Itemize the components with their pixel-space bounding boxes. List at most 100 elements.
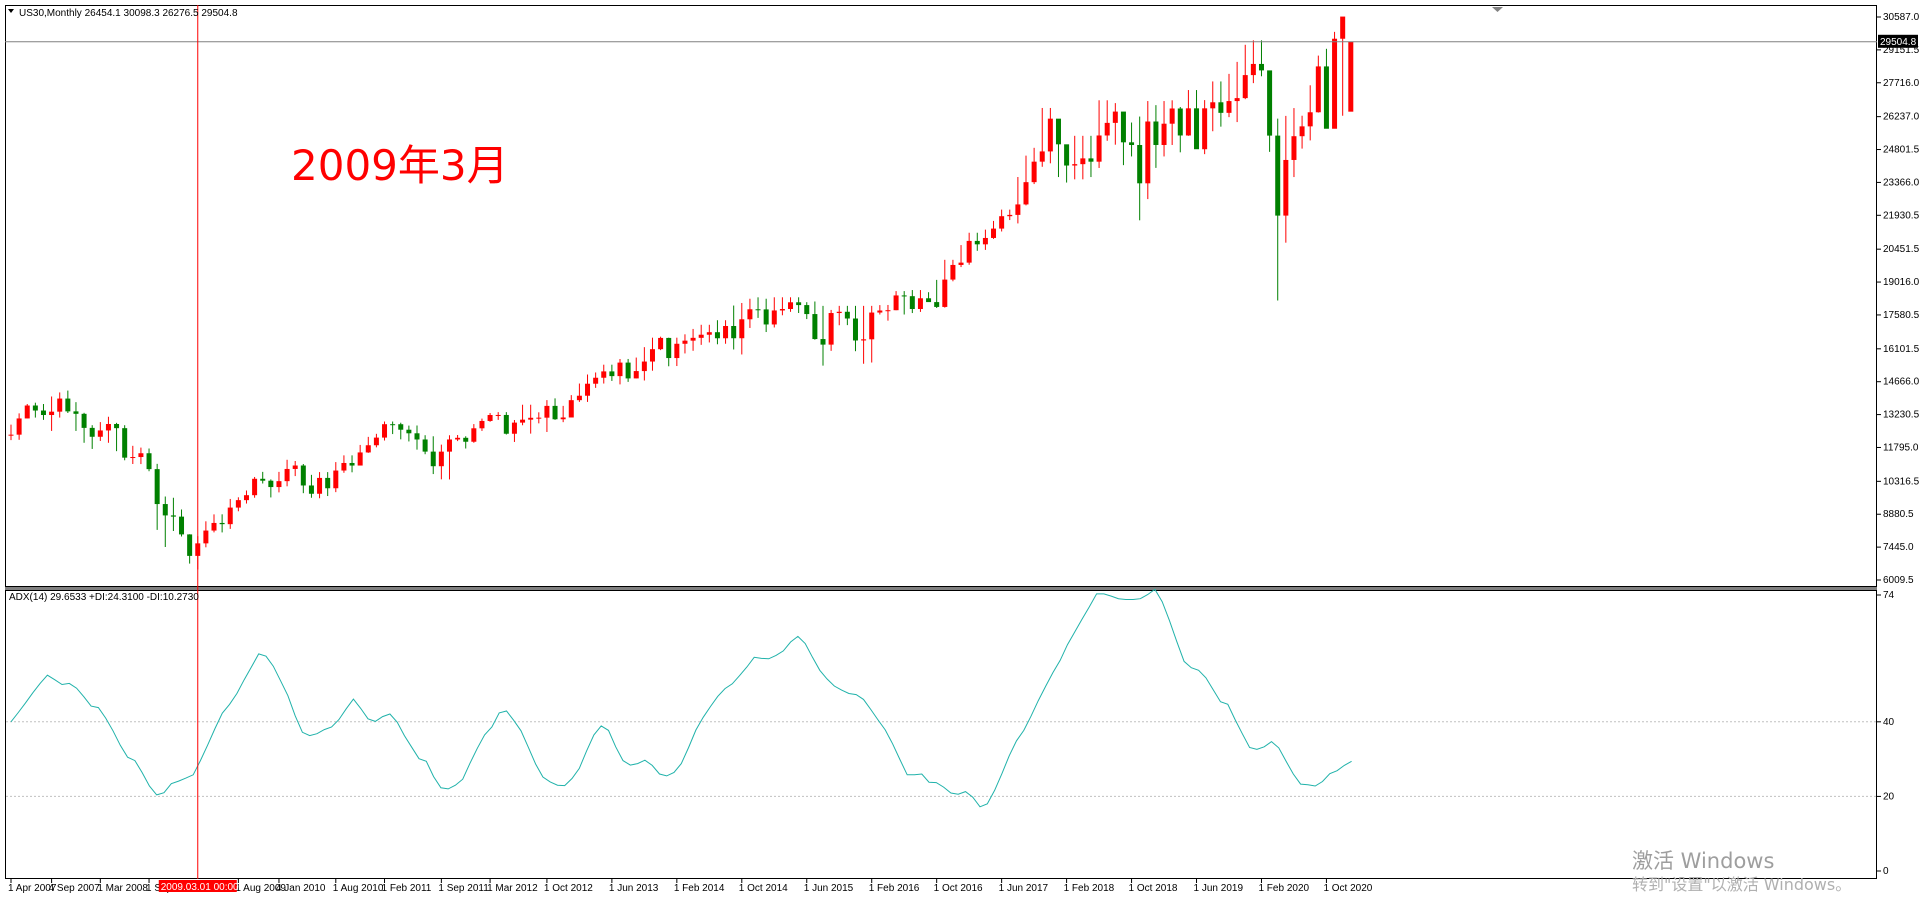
main-price-axis: 30587.0 29151.5 27716.0 26237.0 24801.5 23366… xyxy=(1877,12,1920,586)
candle-body xyxy=(1080,158,1086,165)
candle-body xyxy=(991,228,997,238)
date-annotation: 2009年3月 xyxy=(291,141,509,190)
candle-body xyxy=(934,302,940,307)
candle-body xyxy=(292,465,298,469)
candle xyxy=(909,290,915,314)
candle xyxy=(796,297,802,314)
candle-body xyxy=(1218,102,1224,113)
candle xyxy=(1080,135,1086,180)
candle xyxy=(1185,90,1191,136)
candle-body xyxy=(674,343,680,359)
candle-body xyxy=(877,310,883,313)
candle xyxy=(365,436,371,453)
candle-body xyxy=(146,453,152,470)
candle xyxy=(487,413,493,422)
candle-body xyxy=(869,312,875,340)
candle-body xyxy=(528,417,534,420)
candle xyxy=(1039,107,1045,167)
candle xyxy=(934,279,940,309)
candle xyxy=(1096,100,1102,168)
time-axis-tick-label: 4 Sep 2007 xyxy=(49,883,101,894)
candle xyxy=(609,364,615,381)
candle xyxy=(560,405,566,423)
candle-body xyxy=(284,468,290,482)
candle-body xyxy=(1315,66,1321,113)
candle-body xyxy=(24,405,30,419)
candle-body xyxy=(1234,98,1240,102)
candle xyxy=(430,436,436,475)
candle xyxy=(1234,61,1240,123)
candle-body xyxy=(1299,126,1305,137)
candle xyxy=(714,320,720,345)
candle xyxy=(146,448,152,472)
candle-body xyxy=(1242,75,1248,99)
candle xyxy=(771,297,777,328)
time-axis-tick-label: 4 Jan 2010 xyxy=(276,883,326,894)
candle xyxy=(690,328,696,351)
time-axis-tick-label: 1 Oct 2012 xyxy=(544,883,593,894)
candle xyxy=(1112,103,1118,145)
candle-body xyxy=(390,424,396,426)
candle-body xyxy=(917,298,923,309)
candle-body xyxy=(1096,135,1102,162)
candle-body xyxy=(788,302,794,309)
symbol-dropdown-icon[interactable] xyxy=(8,9,14,13)
candle-body xyxy=(706,332,712,335)
candle-body xyxy=(40,410,46,416)
candle-body xyxy=(300,465,306,486)
current-price-label: 29504.8 xyxy=(1880,37,1917,48)
candle xyxy=(950,259,956,282)
candle-body xyxy=(836,311,842,314)
time-axis-tick-label: 1 Oct 2020 xyxy=(1323,883,1372,894)
candle xyxy=(804,302,810,320)
candle-body xyxy=(219,522,225,525)
indicator-axis-tick-label: 0 xyxy=(1883,866,1889,877)
candle xyxy=(852,305,858,352)
candle xyxy=(154,463,160,530)
candle-body xyxy=(471,428,477,442)
candle-body xyxy=(341,462,347,471)
candle-body xyxy=(1323,66,1329,129)
candle xyxy=(252,476,258,498)
candle xyxy=(861,305,867,364)
candle xyxy=(57,392,63,418)
candle xyxy=(836,305,842,326)
time-axis-tick-label: 1 Feb 2016 xyxy=(869,883,920,894)
candle-body xyxy=(179,516,185,535)
candle-body xyxy=(227,507,233,525)
candle xyxy=(844,305,850,326)
candle xyxy=(633,357,639,379)
candle-body xyxy=(1275,135,1281,216)
candle xyxy=(414,425,420,450)
indicator-info: ADX(14) 29.6533 +DI:24.3100 -DI:10.2730 xyxy=(9,592,199,603)
candle-body xyxy=(804,305,810,315)
chart-shift-marker-icon[interactable] xyxy=(1492,7,1503,12)
candle xyxy=(1047,107,1053,164)
candle xyxy=(471,424,477,443)
candle-body xyxy=(365,445,371,453)
candle xyxy=(211,514,217,533)
adx-series xyxy=(10,588,1352,808)
candle xyxy=(382,421,388,441)
candle-body xyxy=(1072,164,1078,166)
candle-body xyxy=(1185,108,1191,136)
candle xyxy=(219,514,225,533)
candle-body xyxy=(1340,16,1346,39)
candle-body xyxy=(1307,112,1313,127)
candle-body xyxy=(154,469,160,505)
candle xyxy=(942,259,948,308)
candle-body xyxy=(406,429,412,434)
candle-body xyxy=(958,262,964,265)
symbol-info: US30,Monthly 26454.1 30098.3 26276.5 295… xyxy=(19,8,238,19)
candle xyxy=(893,291,899,311)
candle-body xyxy=(268,480,274,488)
candle-body xyxy=(1348,41,1354,112)
candle xyxy=(49,396,55,431)
candle-body xyxy=(414,433,420,440)
candle xyxy=(105,416,111,443)
candle-body xyxy=(398,424,404,430)
candle xyxy=(828,309,834,351)
candle-body xyxy=(1169,108,1175,124)
candle-body xyxy=(325,477,331,489)
